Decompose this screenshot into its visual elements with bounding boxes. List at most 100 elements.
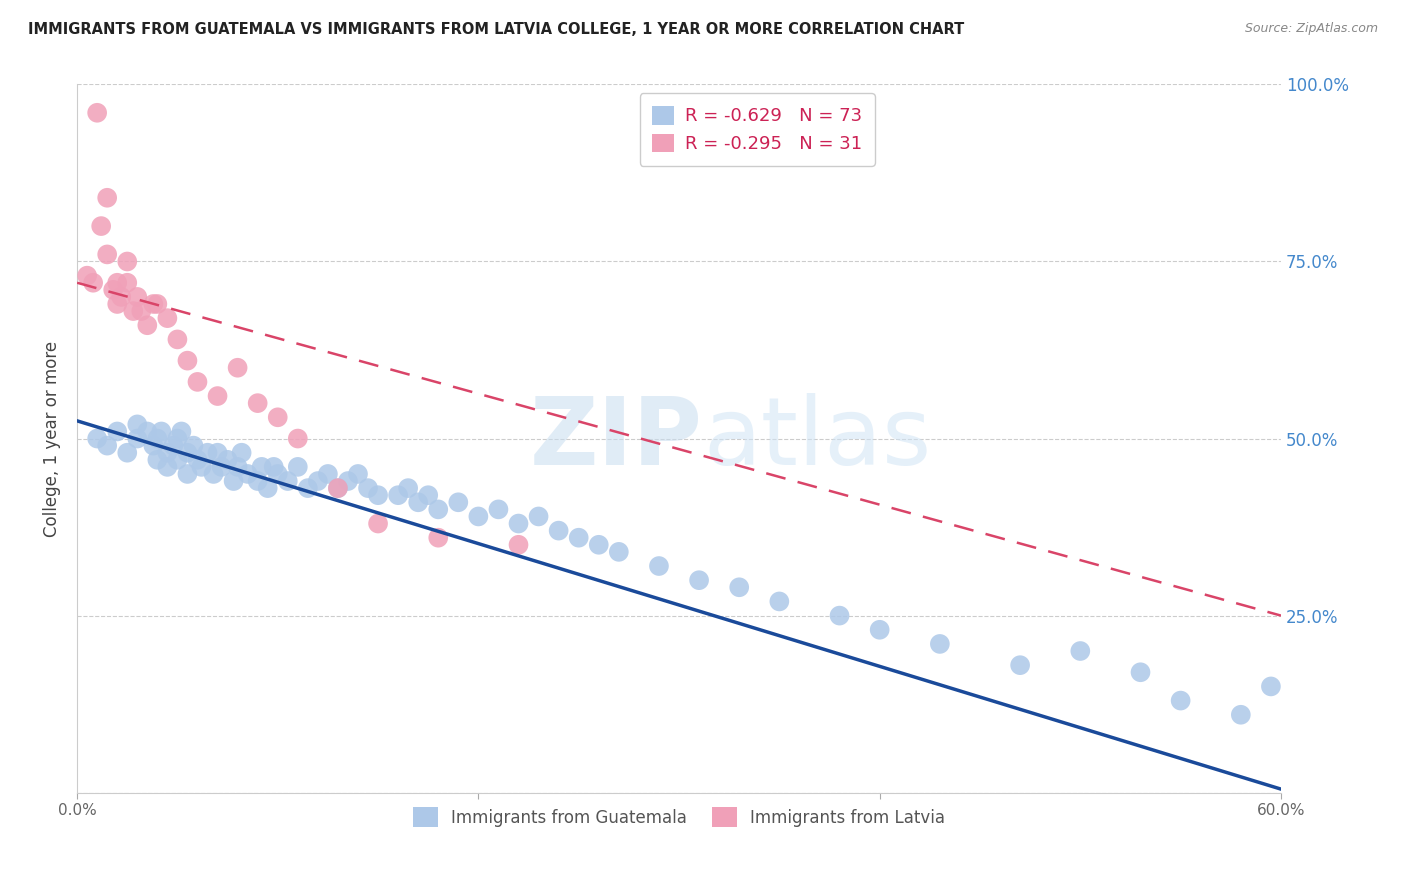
Point <box>166 432 188 446</box>
Point <box>287 432 309 446</box>
Point <box>127 417 149 432</box>
Point <box>96 247 118 261</box>
Point <box>326 481 349 495</box>
Point <box>129 304 152 318</box>
Point <box>231 446 253 460</box>
Point <box>467 509 489 524</box>
Point <box>217 452 239 467</box>
Point <box>146 452 169 467</box>
Point <box>117 446 139 460</box>
Point <box>347 467 370 481</box>
Text: atlas: atlas <box>703 392 931 484</box>
Point <box>96 191 118 205</box>
Point <box>190 459 212 474</box>
Point <box>166 452 188 467</box>
Point <box>86 432 108 446</box>
Point <box>267 467 290 481</box>
Point <box>117 276 139 290</box>
Y-axis label: College, 1 year or more: College, 1 year or more <box>44 341 60 537</box>
Text: ZIP: ZIP <box>530 392 703 484</box>
Point <box>357 481 380 495</box>
Point <box>86 105 108 120</box>
Text: Source: ZipAtlas.com: Source: ZipAtlas.com <box>1244 22 1378 36</box>
Point <box>142 439 165 453</box>
Point <box>96 439 118 453</box>
Point <box>447 495 470 509</box>
Point <box>183 439 205 453</box>
Point <box>211 459 233 474</box>
Point <box>156 459 179 474</box>
Point <box>336 474 359 488</box>
Point <box>316 467 339 481</box>
Point <box>568 531 591 545</box>
Point <box>156 311 179 326</box>
Point <box>246 474 269 488</box>
Point <box>186 375 208 389</box>
Point <box>427 502 450 516</box>
Point <box>607 545 630 559</box>
Point <box>136 318 159 333</box>
Point <box>186 452 208 467</box>
Point <box>418 488 440 502</box>
Point <box>307 474 329 488</box>
Point <box>146 297 169 311</box>
Point <box>207 389 229 403</box>
Point <box>236 467 259 481</box>
Point <box>76 268 98 283</box>
Point <box>367 516 389 531</box>
Point <box>1170 693 1192 707</box>
Point <box>256 481 278 495</box>
Point <box>396 481 419 495</box>
Point <box>162 439 184 453</box>
Point <box>197 446 219 460</box>
Point <box>547 524 569 538</box>
Point <box>1010 658 1032 673</box>
Point <box>105 276 128 290</box>
Point <box>250 459 273 474</box>
Point <box>427 531 450 545</box>
Point <box>277 474 299 488</box>
Point <box>110 290 132 304</box>
Point <box>122 304 145 318</box>
Point <box>508 538 530 552</box>
Point <box>105 425 128 439</box>
Point <box>103 283 125 297</box>
Point <box>648 559 671 574</box>
Point <box>588 538 610 552</box>
Point <box>117 254 139 268</box>
Point <box>150 425 173 439</box>
Point <box>869 623 891 637</box>
Point <box>488 502 510 516</box>
Point <box>82 276 104 290</box>
Point <box>146 432 169 446</box>
Point <box>688 573 710 587</box>
Point <box>156 446 179 460</box>
Point <box>1069 644 1091 658</box>
Point <box>728 580 751 594</box>
Point <box>246 396 269 410</box>
Point <box>1230 707 1253 722</box>
Point <box>166 332 188 346</box>
Point <box>928 637 950 651</box>
Point <box>267 410 290 425</box>
Point <box>387 488 409 502</box>
Point <box>105 297 128 311</box>
Point <box>226 459 249 474</box>
Point <box>263 459 285 474</box>
Point <box>367 488 389 502</box>
Point <box>326 481 349 495</box>
Point <box>136 425 159 439</box>
Text: IMMIGRANTS FROM GUATEMALA VS IMMIGRANTS FROM LATVIA COLLEGE, 1 YEAR OR MORE CORR: IMMIGRANTS FROM GUATEMALA VS IMMIGRANTS … <box>28 22 965 37</box>
Point <box>768 594 790 608</box>
Legend: Immigrants from Guatemala, Immigrants from Latvia: Immigrants from Guatemala, Immigrants fr… <box>406 800 952 834</box>
Point <box>222 474 245 488</box>
Point <box>297 481 319 495</box>
Point <box>202 467 225 481</box>
Point <box>176 467 198 481</box>
Point <box>90 219 112 233</box>
Point <box>1129 665 1152 680</box>
Point <box>828 608 851 623</box>
Point <box>127 432 149 446</box>
Point <box>1260 680 1282 694</box>
Point <box>170 425 193 439</box>
